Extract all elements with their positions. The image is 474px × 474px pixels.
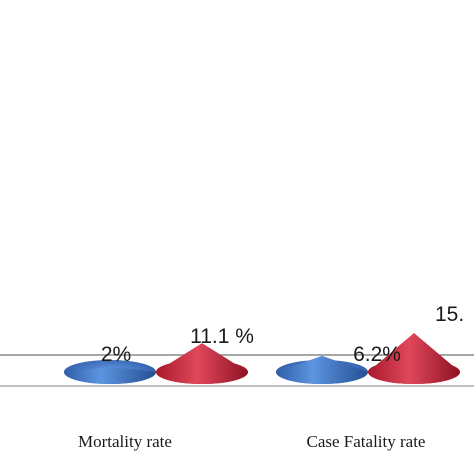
data-label: 2% bbox=[101, 343, 131, 366]
cone-mark bbox=[64, 360, 156, 384]
cone-mark bbox=[276, 355, 368, 384]
data-label: 11.1 % bbox=[190, 325, 254, 348]
cone-body bbox=[64, 366, 156, 384]
category-label: Case Fatality rate bbox=[307, 432, 426, 451]
data-label: 6.2% bbox=[353, 343, 401, 366]
cone-body bbox=[276, 355, 368, 384]
cone-mark bbox=[156, 343, 248, 384]
cone-body bbox=[156, 343, 248, 384]
category-label: Mortality rate bbox=[78, 432, 172, 451]
cone-body bbox=[368, 333, 460, 384]
cone-mark bbox=[368, 333, 460, 384]
data-label: 15. bbox=[435, 303, 464, 326]
marks-layer bbox=[64, 333, 460, 384]
